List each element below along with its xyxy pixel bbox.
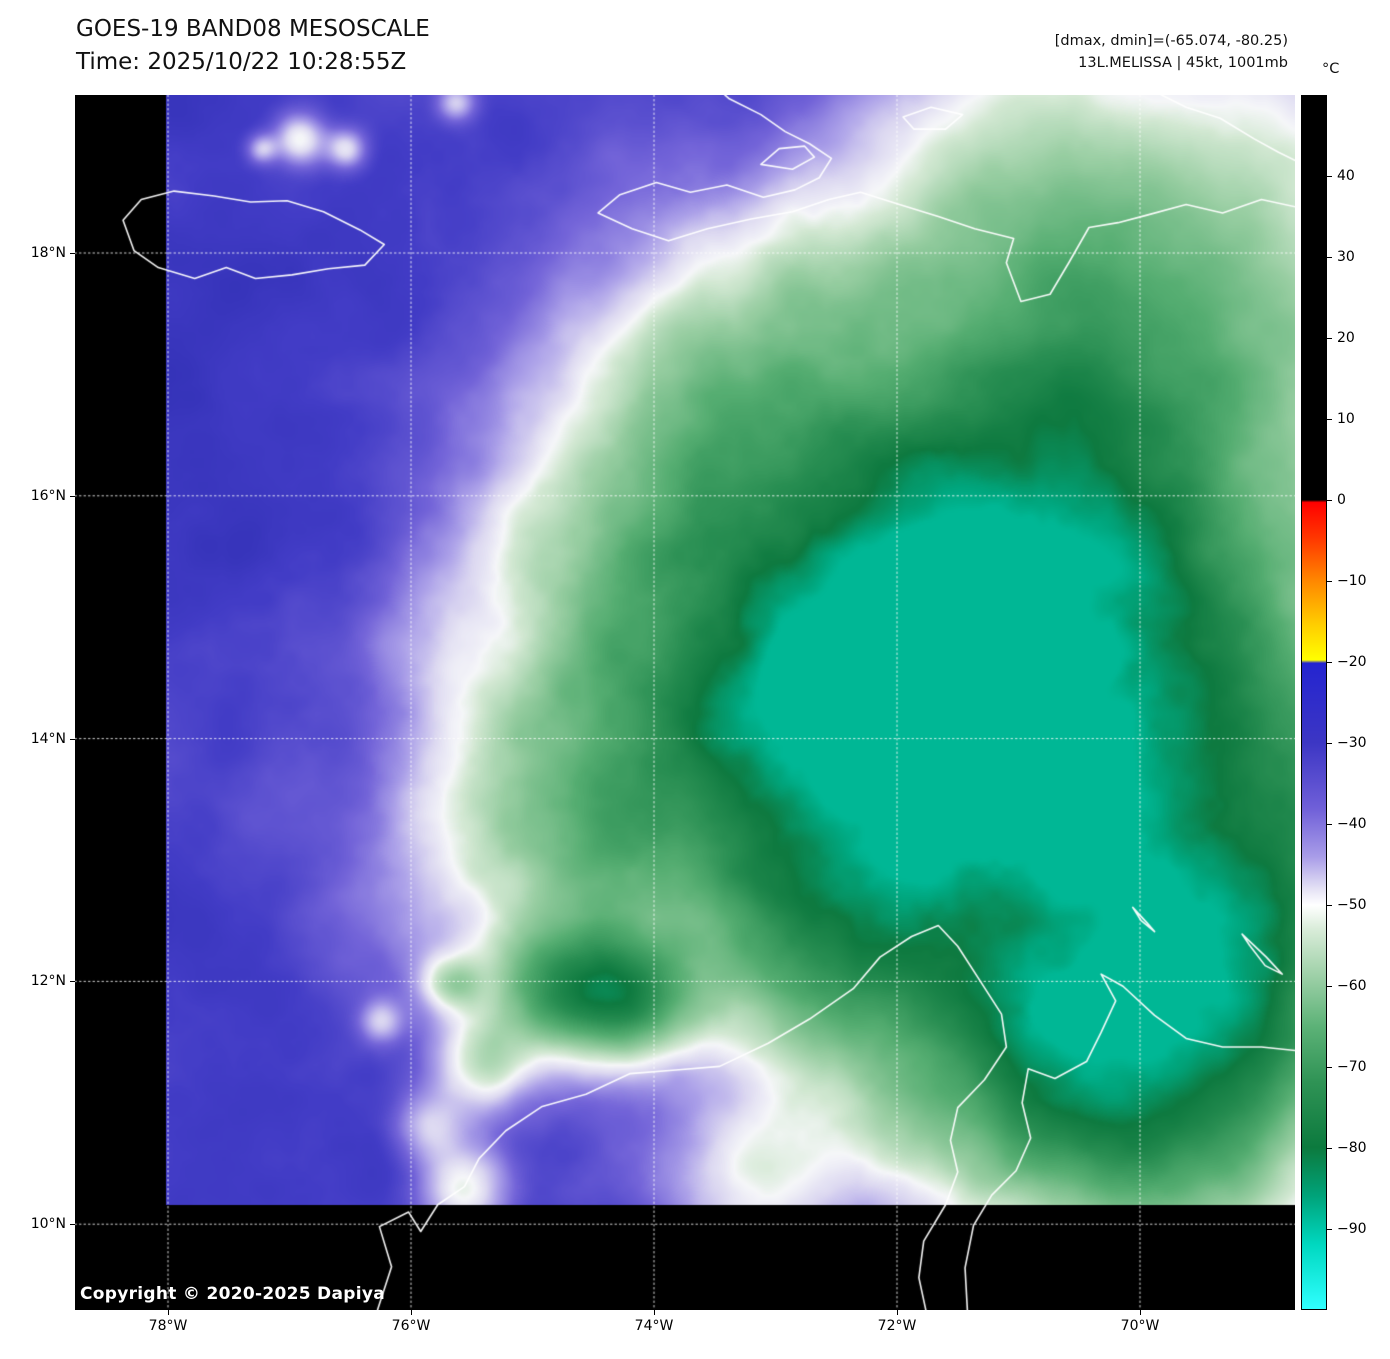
colorbar-tick-mark <box>1327 905 1332 906</box>
colorbar-unit-label: °C <box>1322 61 1340 77</box>
colorbar-tick-label: −40 <box>1337 816 1367 832</box>
colorbar-tick-mark <box>1327 1067 1332 1068</box>
colorbar-tick-label: −50 <box>1337 897 1367 913</box>
colorbar-tick-mark <box>1327 338 1332 339</box>
colorbar-tick-label: −30 <box>1337 735 1367 751</box>
lat-tick-label: 18°N <box>30 245 66 261</box>
lon-tick-mark <box>654 1310 655 1315</box>
chart-timestamp: Time: 2025/10/22 10:28:55Z <box>76 49 407 75</box>
colorbar-tick-mark <box>1327 419 1332 420</box>
storm-info-readout: 13L.MELISSA | 45kt, 1001mb <box>1078 55 1288 71</box>
colorbar-tick-label: −80 <box>1337 1140 1367 1156</box>
colorbar-tick-label: −60 <box>1337 978 1367 994</box>
lat-tick-mark <box>70 738 75 740</box>
lat-tick-mark <box>70 495 75 497</box>
satellite-map-canvas <box>75 95 1295 1310</box>
lon-tick-label: 70°W <box>1120 1318 1160 1334</box>
colorbar-tick-mark <box>1327 662 1332 663</box>
colorbar-tick-mark <box>1327 1148 1332 1149</box>
colorbar-tick-mark <box>1327 743 1332 744</box>
lat-tick-label: 12°N <box>30 973 66 990</box>
colorbar-tick-label: 30 <box>1337 249 1355 265</box>
title-block: GOES-19 BAND08 MESOSCALE Time: 2025/10/2… <box>76 13 430 79</box>
colorbar-tick-label: 0 <box>1337 492 1346 508</box>
colorbar-tick-mark <box>1327 581 1332 582</box>
lat-tick-mark <box>70 1224 75 1226</box>
colorbar-tick-label: −90 <box>1337 1221 1367 1237</box>
chart-title: GOES-19 BAND08 MESOSCALE <box>76 16 430 42</box>
colorbar-tick-label: −10 <box>1337 573 1367 589</box>
lat-tick-label: 10°N <box>30 1216 66 1233</box>
info-block: [dmax, dmin]=(-65.074, -80.25) 13L.MELIS… <box>1055 30 1288 74</box>
lat-tick-mark <box>70 981 75 983</box>
lon-tick-mark <box>897 1310 898 1315</box>
lon-tick-mark <box>168 1310 169 1315</box>
lon-tick-mark <box>1140 1310 1141 1315</box>
lat-tick-label: 14°N <box>30 730 66 747</box>
colorbar <box>1301 95 1327 1310</box>
colorbar-tick-label: −70 <box>1337 1059 1367 1075</box>
dmax-dmin-readout: [dmax, dmin]=(-65.074, -80.25) <box>1054 33 1288 49</box>
colorbar-tick-mark <box>1327 986 1332 987</box>
lat-tick-label: 16°N <box>30 487 66 504</box>
colorbar-tick-mark <box>1327 257 1332 258</box>
colorbar-tick-label: 20 <box>1337 330 1355 346</box>
lon-tick-label: 76°W <box>391 1318 431 1334</box>
lon-tick-label: 78°W <box>148 1318 188 1334</box>
lon-tick-label: 72°W <box>877 1318 917 1334</box>
copyright-watermark: Copyright © 2020-2025 Dapiya <box>80 1284 385 1304</box>
colorbar-tick-mark <box>1327 824 1332 825</box>
lon-tick-label: 74°W <box>634 1318 674 1334</box>
colorbar-tick-label: 10 <box>1337 411 1355 427</box>
colorbar-tick-mark <box>1327 500 1332 501</box>
colorbar-tick-label: 40 <box>1337 168 1355 184</box>
colorbar-tick-mark <box>1327 1229 1332 1230</box>
colorbar-tick-label: −20 <box>1337 654 1367 670</box>
lat-tick-mark <box>70 253 75 254</box>
lon-tick-mark <box>411 1310 412 1315</box>
colorbar-tick-mark <box>1327 176 1332 177</box>
